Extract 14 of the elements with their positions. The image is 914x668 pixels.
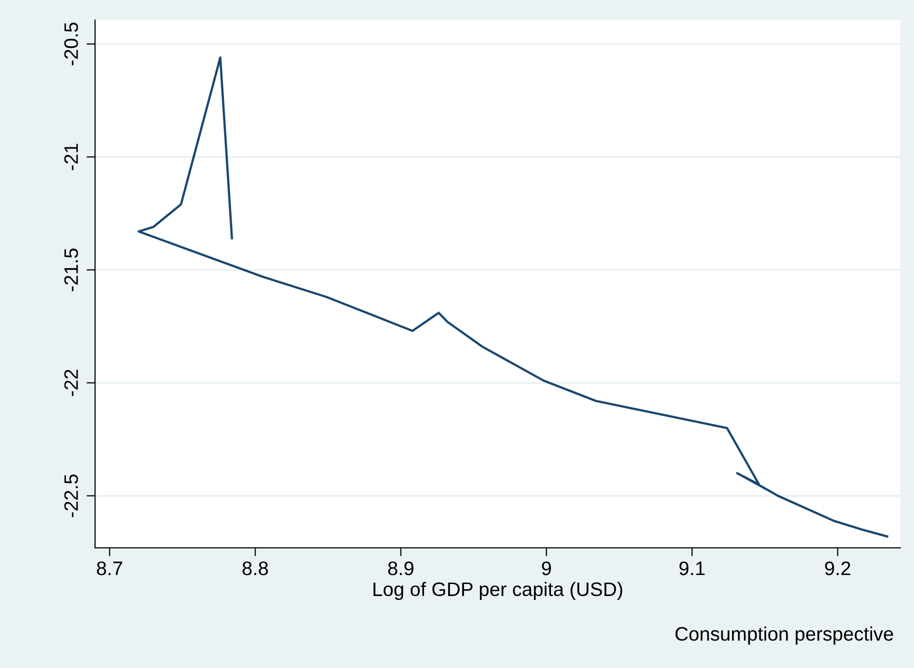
x-tick-label: 9.2 <box>825 561 850 576</box>
y-tick-label: -21.5 <box>64 248 78 292</box>
y-tick-label: -21 <box>64 144 78 170</box>
line-series <box>138 56 888 538</box>
x-tick-label: 8.7 <box>96 561 122 576</box>
y-tick-label: -22.5 <box>64 474 78 518</box>
x-axis-title: Log of GDP per capita (USD) <box>374 582 622 600</box>
x-tick-label: 9.1 <box>679 561 705 576</box>
x-tick-label: 8.8 <box>242 561 268 576</box>
x-tick-label: 8.9 <box>388 561 414 576</box>
x-tick-label: 9 <box>542 561 551 576</box>
y-tick-label: -22 <box>64 370 78 396</box>
text: Consumption perspective <box>675 626 894 645</box>
y-tick-label: -20.5 <box>64 22 78 66</box>
